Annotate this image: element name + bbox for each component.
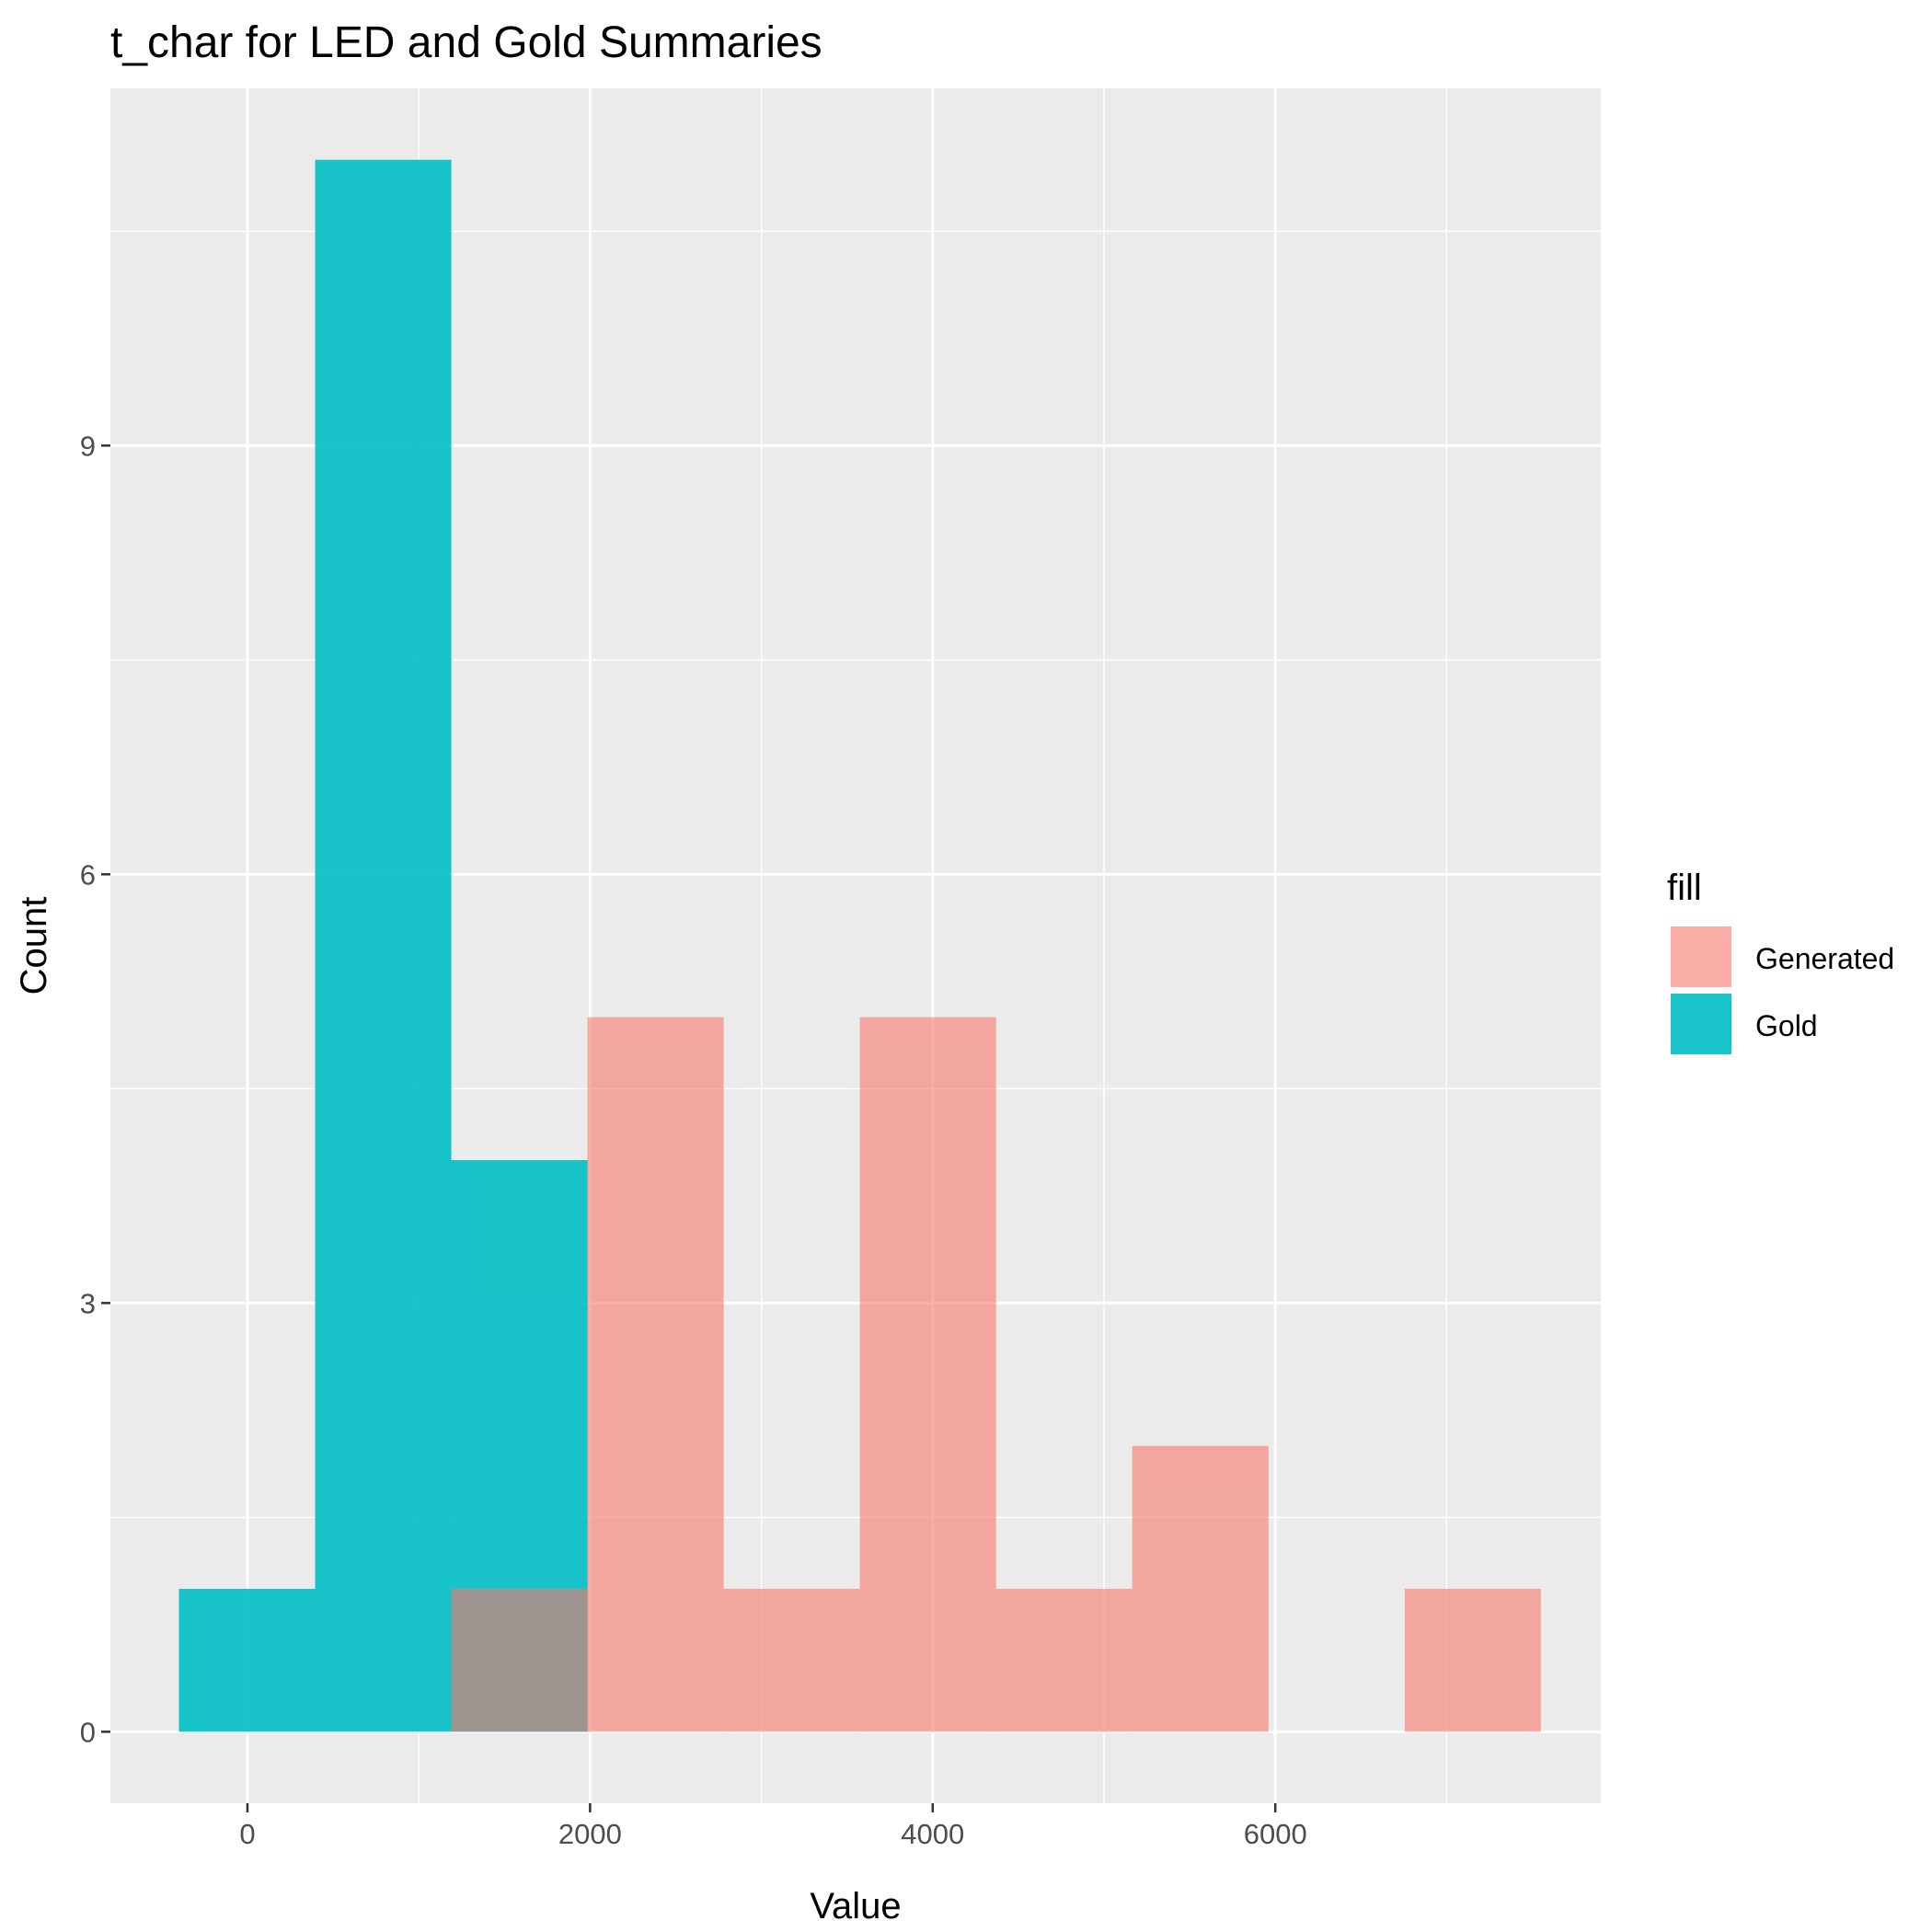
legend-key-generated [1669, 925, 1733, 989]
legend-label-generated: Generated [1755, 942, 1894, 975]
bar-generated [723, 1589, 860, 1732]
chart-title: t_char for LED and Gold Summaries [110, 18, 822, 67]
x-tick-label: 6000 [1244, 1818, 1307, 1850]
legend: fill Generated Gold [1667, 868, 1894, 1056]
histogram-bars [178, 159, 1541, 1732]
grid-lines [110, 88, 1601, 1803]
y-tick-label: 0 [80, 1716, 96, 1748]
bar-generated [995, 1589, 1133, 1732]
bar-gold [315, 159, 452, 1732]
x-tick-label: 0 [239, 1818, 255, 1850]
y-tick-label: 6 [80, 858, 96, 891]
x-axis-title: Value [810, 1886, 901, 1926]
legend-title: fill [1667, 868, 1702, 908]
legend-label-gold: Gold [1755, 1009, 1818, 1042]
x-tick-label: 2000 [558, 1818, 622, 1850]
bar-gold [178, 1589, 316, 1732]
bar-generated [1132, 1445, 1269, 1732]
bar-generated [451, 1589, 588, 1732]
bar-generated [859, 1017, 996, 1732]
bar-generated [1404, 1589, 1541, 1732]
x-tick-label: 4000 [901, 1818, 964, 1850]
axis-ticks: 0 2000 4000 6000 0 3 6 9 [80, 430, 1307, 1850]
legend-key-gold [1669, 992, 1733, 1056]
bar-generated [587, 1017, 724, 1732]
y-tick-label: 9 [80, 430, 96, 462]
y-tick-label: 3 [80, 1287, 96, 1319]
y-axis-title: Count [14, 897, 54, 995]
